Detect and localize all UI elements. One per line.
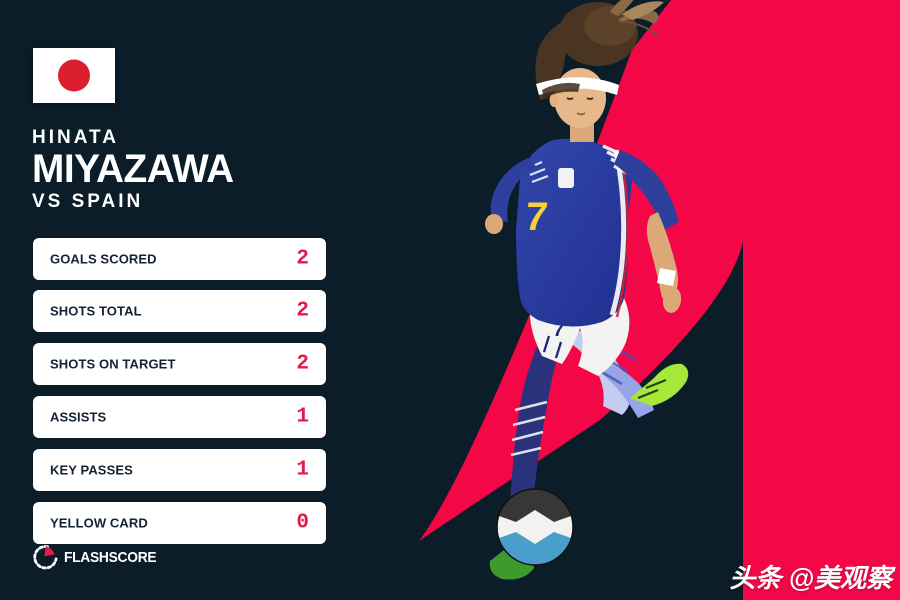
svg-text:7: 7 (523, 195, 550, 239)
